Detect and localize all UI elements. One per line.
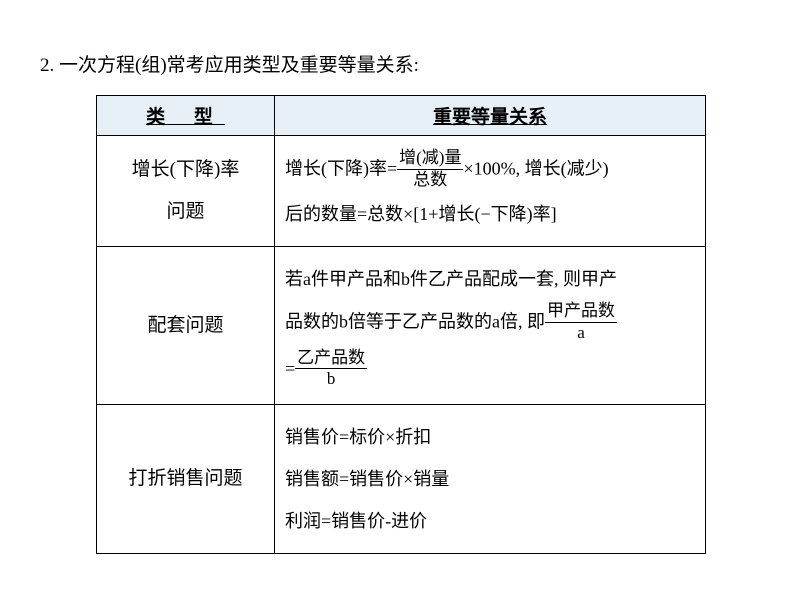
relation-line: 销售额=销售价×销量 — [285, 461, 695, 497]
relation-line: 利润=销售价-进价 — [285, 503, 695, 539]
relation-text: 品数的b倍等于乙产品数的a倍, 即 — [285, 312, 545, 332]
page-title: 2. 一次方程(组)常考应用类型及重要等量关系: — [40, 50, 754, 77]
type-cell-growth: 增长(下降)率 问题 — [97, 136, 275, 247]
type-label: 打折销售问题 — [103, 458, 268, 500]
relation-line: 销售价=标价×折扣 — [285, 419, 695, 455]
table-header-row: 类 型 重要等量关系 — [97, 96, 706, 136]
relation-cell-matching: 若a件甲产品和b件乙产品配成一套, 则甲产 品数的b倍等于乙产品数的a倍, 即甲… — [275, 247, 706, 405]
table-row: 配套问题 若a件甲产品和b件乙产品配成一套, 则甲产 品数的b倍等于乙产品数的a… — [97, 247, 706, 405]
fraction-denominator: b — [295, 369, 367, 389]
relation-line: 增长(下降)率=增(减)量总数×100%, 增长(减少) — [285, 150, 695, 190]
relation-line: =乙产品数b — [285, 350, 695, 390]
fraction-numerator: 甲产品数 — [545, 302, 617, 323]
fraction-numerator: 乙产品数 — [295, 349, 367, 370]
type-label: 配套问题 — [103, 305, 268, 347]
type-cell-discount: 打折销售问题 — [97, 405, 275, 554]
fraction-numerator: 增(减)量 — [397, 149, 463, 170]
relation-line: 后的数量=总数×[1+增长(−下降)率] — [285, 196, 695, 232]
fraction-denominator: a — [545, 323, 617, 343]
table-row: 打折销售问题 销售价=标价×折扣 销售额=销售价×销量 利润=销售价-进价 — [97, 405, 706, 554]
relation-text: ×100%, 增长(减少) — [463, 158, 608, 178]
relation-text: = — [285, 358, 295, 378]
relation-cell-growth: 增长(下降)率=增(减)量总数×100%, 增长(减少) 后的数量=总数×[1+… — [275, 136, 706, 247]
relation-line: 品数的b倍等于乙产品数的a倍, 即甲产品数a — [285, 303, 695, 343]
relation-cell-discount: 销售价=标价×折扣 销售额=销售价×销量 利润=销售价-进价 — [275, 405, 706, 554]
fraction: 甲产品数a — [545, 302, 617, 342]
relation-text: 增长(下降)率= — [285, 158, 397, 178]
fraction: 增(减)量总数 — [397, 149, 463, 189]
type-label: 增长(下降)率 — [103, 149, 268, 191]
fraction-denominator: 总数 — [397, 170, 463, 190]
header-type: 类 型 — [97, 96, 275, 136]
relation-line: 若a件甲产品和b件乙产品配成一套, 则甲产 — [285, 261, 695, 297]
type-cell-matching: 配套问题 — [97, 247, 275, 405]
table-row: 增长(下降)率 问题 增长(下降)率=增(减)量总数×100%, 增长(减少) … — [97, 136, 706, 247]
header-relation: 重要等量关系 — [275, 96, 706, 136]
fraction: 乙产品数b — [295, 349, 367, 389]
type-label: 问题 — [103, 191, 268, 233]
equation-types-table: 类 型 重要等量关系 增长(下降)率 问题 增长(下降)率=增(减)量总数×10… — [96, 95, 706, 554]
